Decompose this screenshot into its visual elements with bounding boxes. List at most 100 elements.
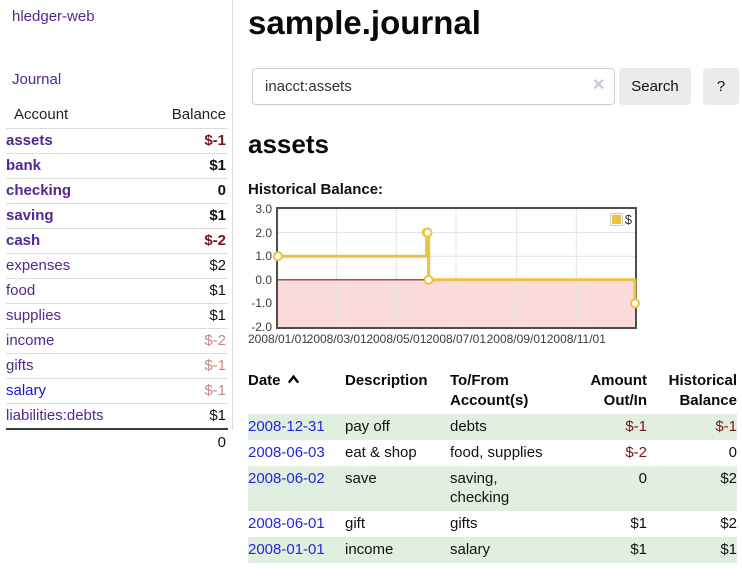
account-link-cash[interactable]: cash xyxy=(6,232,41,249)
transaction-accounts: salary xyxy=(450,541,491,558)
account-link-liabilities-debts[interactable]: liabilities:debts xyxy=(6,407,104,424)
transaction-accounts: saving, checking xyxy=(450,470,510,506)
y-tick-label: 2.0 xyxy=(255,225,272,240)
transaction-amount: $-1 xyxy=(625,418,647,435)
chart-title: Historical Balance: xyxy=(248,181,384,198)
transaction-date-link[interactable]: 2008-06-02 xyxy=(248,470,325,487)
transaction-description: save xyxy=(345,470,377,487)
transaction-amount: $-2 xyxy=(625,444,647,461)
help-button[interactable]: ? xyxy=(703,68,739,105)
column-header-date[interactable]: Date xyxy=(248,368,345,414)
accounts-total-balance: 0 xyxy=(144,428,228,455)
account-link-supplies[interactable]: supplies xyxy=(6,307,62,324)
account-balance: $1 xyxy=(209,157,226,174)
page-title: sample.journal xyxy=(248,4,481,41)
clear-search-icon[interactable]: ✕ xyxy=(592,77,606,94)
transaction-date-link[interactable]: 2008-06-03 xyxy=(248,444,325,461)
chart-legend: $ xyxy=(609,212,632,227)
transaction-date-link[interactable]: 2008-12-31 xyxy=(248,418,325,435)
account-link-expenses[interactable]: expenses xyxy=(6,257,71,274)
transaction-row: 2008-06-03 eat & shop food, supplies $-2… xyxy=(248,440,737,466)
search-button[interactable]: Search xyxy=(619,68,691,105)
brand-link[interactable]: hledger-web xyxy=(12,8,95,25)
accounts-table: Account Balance assets $-1 bank $1 check… xyxy=(6,102,228,455)
account-balance: $-2 xyxy=(204,332,226,349)
transaction-row: 2008-12-31 pay off debts $-1 $-1 xyxy=(248,414,737,440)
legend-swatch-icon xyxy=(609,213,623,226)
account-link-income[interactable]: income xyxy=(6,332,55,349)
account-balance: $1 xyxy=(209,282,226,299)
transaction-row: 2008-06-02 save saving, checking 0 $2 xyxy=(248,466,737,511)
transaction-balance: $2 xyxy=(720,470,737,487)
y-tick-label: -2.0 xyxy=(251,320,272,334)
sort-ascending-icon xyxy=(287,374,299,384)
account-balance: $2 xyxy=(209,257,226,274)
transaction-balance: $1 xyxy=(720,541,737,558)
x-tick-label: 2008/03/01 xyxy=(306,332,367,346)
account-row: cash $-2 xyxy=(6,228,228,254)
y-tick-label: -1.0 xyxy=(251,296,272,311)
column-header-balance: Historical Balance xyxy=(668,372,737,409)
register-account-heading: assets xyxy=(248,129,329,159)
account-link-bank[interactable]: bank xyxy=(6,157,42,174)
accounts-total-row: 0 xyxy=(6,428,228,455)
search-form: ✕ Search ? xyxy=(248,68,740,105)
transaction-row: 2008-06-01 gift gifts $1 $2 xyxy=(248,511,737,537)
transaction-balance: $2 xyxy=(720,515,737,532)
account-balance: $-1 xyxy=(204,382,226,399)
transaction-balance: $-1 xyxy=(715,418,737,435)
account-balance: $-1 xyxy=(204,132,226,149)
account-row: bank $1 xyxy=(6,153,228,179)
transaction-amount: $1 xyxy=(630,541,647,558)
account-link-food[interactable]: food xyxy=(6,282,36,299)
column-header-amount: Amount Out/In xyxy=(590,372,647,409)
account-row: saving $1 xyxy=(6,203,228,229)
transaction-accounts: debts xyxy=(450,418,487,435)
account-balance: $-1 xyxy=(204,357,226,374)
account-balance: $-2 xyxy=(204,232,226,249)
account-row: food $1 xyxy=(6,278,228,304)
accounts-header-row: Account Balance xyxy=(6,102,228,129)
register-header-row: Date Description To/From Account(s) Amou… xyxy=(248,368,737,414)
search-input[interactable] xyxy=(252,68,615,105)
sidebar: hledger-web Journal Account Balance asse… xyxy=(0,0,233,455)
account-row: liabilities:debts $1 xyxy=(6,403,228,430)
account-link-gifts[interactable]: gifts xyxy=(6,357,34,374)
y-tick-label: 0.0 xyxy=(255,272,272,287)
x-tick-label: 2008/05/01 xyxy=(366,332,427,346)
accounts-header-account: Account xyxy=(14,106,69,123)
transaction-description: income xyxy=(345,541,394,558)
transaction-amount: $1 xyxy=(630,515,647,532)
account-balance: $1 xyxy=(209,307,226,324)
transaction-amount: 0 xyxy=(638,470,647,487)
accounts-header-balance: Balance xyxy=(171,106,226,123)
legend-label: $ xyxy=(624,212,632,227)
account-link-checking[interactable]: checking xyxy=(6,182,72,199)
account-row: salary $-1 xyxy=(6,378,228,404)
transaction-accounts: gifts xyxy=(450,515,478,532)
x-tick-label: 2008/09/01 xyxy=(486,332,547,346)
account-link-saving[interactable]: saving xyxy=(6,207,54,224)
transaction-description: gift xyxy=(345,515,366,532)
account-balance: 0 xyxy=(217,182,226,199)
account-row: income $-2 xyxy=(6,328,228,354)
transaction-balance: 0 xyxy=(728,444,737,461)
transaction-date-link[interactable]: 2008-06-01 xyxy=(248,515,325,532)
account-row: supplies $1 xyxy=(6,303,228,329)
transaction-date-link[interactable]: 2008-01-01 xyxy=(248,541,325,558)
y-tick-label: 1.0 xyxy=(255,249,272,264)
chart-plot-area: $ xyxy=(273,207,640,329)
account-row: checking 0 xyxy=(6,178,228,204)
account-balance: $1 xyxy=(209,407,226,424)
chart-canvas xyxy=(273,209,640,327)
account-row: assets $-1 xyxy=(6,128,228,154)
x-tick-label: 2008/07/01 xyxy=(425,332,487,346)
main-content: sample.journal ✕ Search ? assets Histori… xyxy=(248,0,740,563)
y-tick-label: 3.0 xyxy=(255,202,272,216)
sidebar-item-journal[interactable]: Journal xyxy=(12,71,62,88)
transaction-accounts: food, supplies xyxy=(450,444,543,461)
account-link-assets[interactable]: assets xyxy=(6,132,53,149)
column-header-account: To/From Account(s) xyxy=(450,372,529,409)
account-link-salary[interactable]: salary xyxy=(6,382,47,399)
column-header-description: Description xyxy=(345,372,428,389)
